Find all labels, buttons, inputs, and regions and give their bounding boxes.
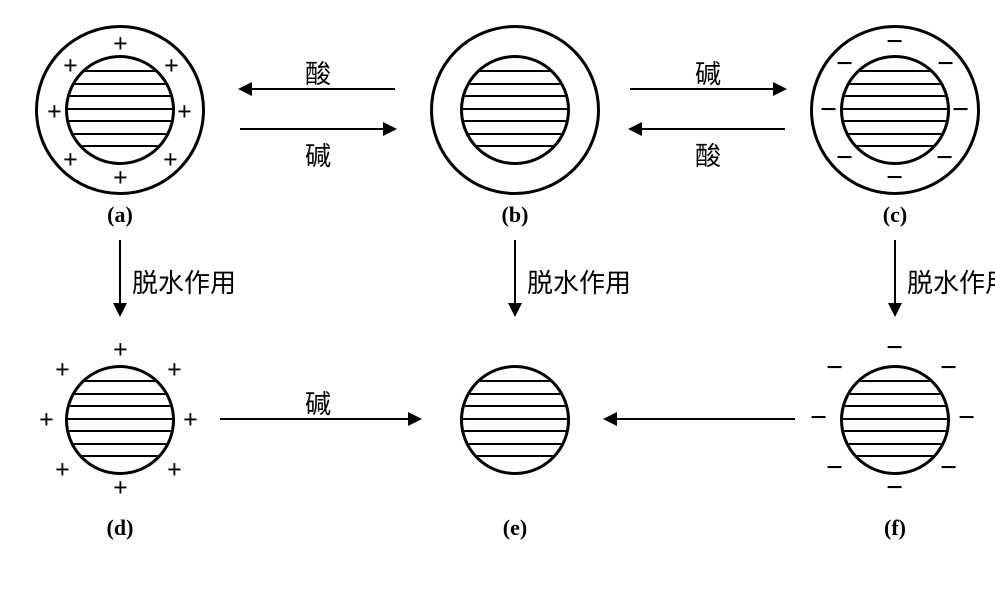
plus-icon: +	[63, 147, 78, 173]
minus-icon: −	[958, 403, 975, 433]
cell-a-inner	[65, 55, 175, 165]
plus-icon: +	[55, 457, 70, 483]
plus-icon: +	[113, 475, 128, 501]
arrow-head-left-icon	[628, 122, 642, 136]
minus-icon: −	[940, 353, 957, 383]
plus-icon: +	[47, 99, 62, 125]
cell-f: − − − − − − − −	[840, 365, 950, 475]
plus-icon: +	[39, 407, 54, 433]
arrow-head-down-icon	[508, 303, 522, 317]
plus-icon: +	[55, 357, 70, 383]
minus-icon: −	[936, 143, 953, 173]
cell-e-circle	[460, 365, 570, 475]
minus-icon: −	[826, 453, 843, 483]
minus-icon: −	[937, 49, 954, 79]
plus-icon: +	[163, 147, 178, 173]
cell-d-circle	[65, 365, 175, 475]
arrow-label-de: 碱	[305, 384, 331, 421]
arrow-a-to-b	[240, 128, 395, 130]
arrow-c-to-b	[630, 128, 785, 130]
cell-c: − − − − − − − −	[810, 25, 980, 195]
arrow-f-to-e	[605, 418, 795, 420]
cell-b-inner	[460, 55, 570, 165]
arrow-head-left-icon	[603, 412, 617, 426]
minus-icon: −	[836, 49, 853, 79]
arrow-head-down-icon	[888, 303, 902, 317]
label-d: (d)	[100, 515, 140, 541]
label-f: (f)	[875, 515, 915, 541]
plus-icon: +	[113, 165, 128, 191]
plus-icon: +	[177, 99, 192, 125]
plus-icon: +	[164, 53, 179, 79]
plus-icon: +	[63, 53, 78, 79]
cell-c-inner	[840, 55, 950, 165]
cell-b	[430, 25, 600, 195]
plus-icon: +	[113, 31, 128, 57]
arrow-head-right-icon	[408, 412, 422, 426]
label-c: (c)	[875, 202, 915, 228]
arrow-b-down	[514, 240, 516, 315]
minus-icon: −	[820, 95, 837, 125]
arrow-head-right-icon	[773, 82, 787, 96]
arrow-label-c-down: 脱水作用	[907, 263, 995, 300]
cell-d: + + + + + + + +	[65, 365, 175, 475]
label-e: (e)	[495, 515, 535, 541]
arrow-label-ab-bottom: 碱	[305, 136, 331, 173]
label-b: (b)	[495, 202, 535, 228]
arrow-label-a-down: 脱水作用	[132, 263, 236, 300]
minus-icon: −	[940, 453, 957, 483]
minus-icon: −	[886, 27, 903, 57]
label-a: (a)	[100, 202, 140, 228]
plus-icon: +	[167, 457, 182, 483]
arrow-head-down-icon	[113, 303, 127, 317]
minus-icon: −	[886, 333, 903, 363]
arrow-head-left-icon	[238, 82, 252, 96]
minus-icon: −	[886, 163, 903, 193]
arrow-a-down	[119, 240, 121, 315]
arrow-label-bc-bottom: 酸	[695, 136, 721, 173]
minus-icon: −	[826, 353, 843, 383]
plus-icon: +	[167, 357, 182, 383]
minus-icon: −	[836, 143, 853, 173]
cell-f-circle	[840, 365, 950, 475]
minus-icon: −	[810, 403, 827, 433]
arrow-label-ab-top: 酸	[305, 54, 331, 91]
plus-icon: +	[183, 407, 198, 433]
minus-icon: −	[952, 95, 969, 125]
arrow-label-bc-top: 碱	[695, 54, 721, 91]
arrow-label-b-down: 脱水作用	[527, 263, 631, 300]
diagram-root: + + + + + + + + (a) (b) − − − − −	[20, 20, 995, 571]
cell-a: + + + + + + + +	[35, 25, 205, 195]
plus-icon: +	[113, 337, 128, 363]
minus-icon: −	[886, 473, 903, 503]
cell-e	[460, 365, 570, 475]
arrow-head-right-icon	[383, 122, 397, 136]
arrow-c-down	[894, 240, 896, 315]
